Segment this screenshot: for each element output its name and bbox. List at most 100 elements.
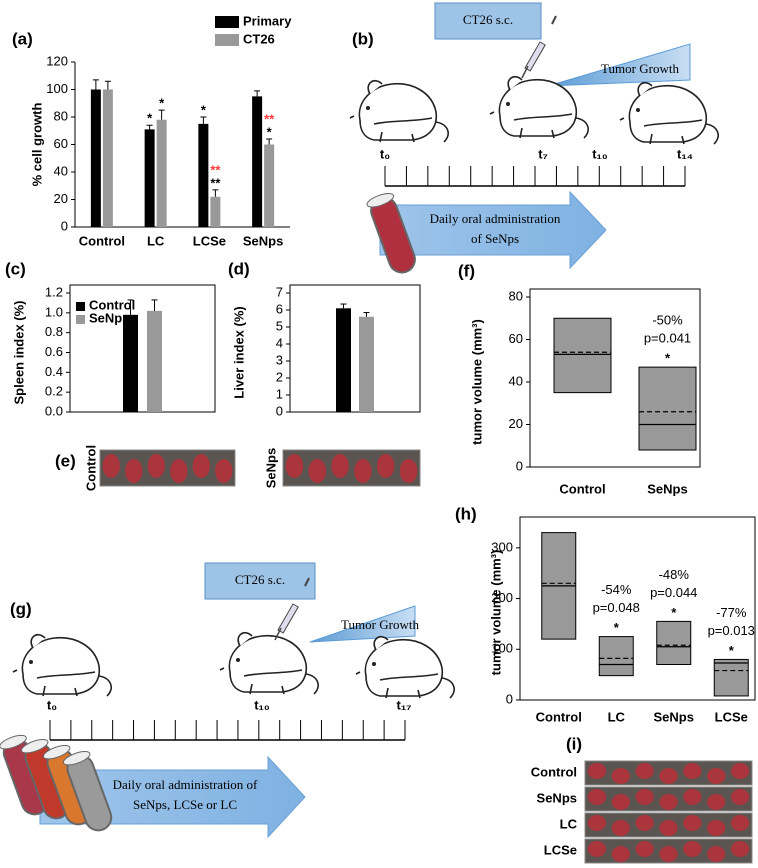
y-tick-label: 3 bbox=[276, 352, 283, 367]
y-axis-label: Spleen index (%) bbox=[11, 300, 26, 404]
growth-wedge bbox=[309, 605, 416, 643]
tumor bbox=[125, 459, 143, 483]
tumor bbox=[331, 454, 349, 478]
change-label: -54% bbox=[601, 582, 632, 597]
legend-swatch bbox=[215, 34, 239, 46]
tumor bbox=[659, 794, 678, 810]
y-tick-label: 80 bbox=[54, 108, 68, 123]
y-tick-label: 1.0 bbox=[45, 304, 63, 319]
y-tick-label: 60 bbox=[509, 331, 523, 346]
injection-box bbox=[204, 562, 316, 600]
panel-label: (b) bbox=[352, 29, 374, 48]
x-tick-label: LCSe bbox=[715, 709, 748, 724]
y-tick-label: 80 bbox=[509, 288, 523, 303]
timeline bbox=[384, 166, 686, 187]
panel-label: (e) bbox=[55, 451, 76, 470]
tumor bbox=[285, 454, 304, 478]
bar bbox=[252, 96, 263, 227]
bar bbox=[144, 129, 155, 227]
y-tick-label: 300 bbox=[491, 539, 513, 554]
tumor bbox=[215, 459, 233, 483]
tumor bbox=[102, 454, 120, 478]
tumor bbox=[170, 459, 188, 483]
bar bbox=[336, 308, 351, 412]
y-tick-label: 7 bbox=[276, 284, 283, 299]
mouse bbox=[355, 635, 455, 699]
timepoint: t₁₇ bbox=[397, 697, 412, 712]
p-value: p=0.041 bbox=[644, 331, 691, 346]
tumor bbox=[587, 815, 607, 831]
panel-label: (a) bbox=[12, 29, 33, 48]
photo-label: SeNps bbox=[263, 448, 278, 488]
y-tick-label: 20 bbox=[54, 191, 68, 206]
bar bbox=[156, 119, 167, 227]
mouse bbox=[619, 81, 719, 145]
treatment-label: Daily oral administration of bbox=[113, 777, 258, 792]
plot-frame bbox=[519, 516, 756, 701]
tumor bbox=[147, 454, 165, 478]
y-tick-label: 0 bbox=[516, 458, 523, 473]
x-tick-label: Control bbox=[79, 233, 125, 248]
tumor bbox=[587, 763, 607, 779]
significance: ** bbox=[264, 111, 275, 126]
panel-label: (c) bbox=[5, 259, 26, 278]
significance: * bbox=[201, 102, 207, 117]
legend-label: Control bbox=[89, 297, 135, 312]
y-tick-label: 60 bbox=[54, 136, 68, 151]
legend-label: Primary bbox=[243, 13, 292, 28]
treatment-label: of SeNps bbox=[471, 231, 519, 246]
y-tick-label: 1.2 bbox=[45, 284, 63, 299]
significance: ** bbox=[210, 175, 221, 190]
tumor bbox=[611, 820, 630, 836]
y-axis-label: Liver index (%) bbox=[231, 306, 246, 398]
x-tick-label: SeNps bbox=[243, 233, 283, 248]
y-tick-label: 40 bbox=[54, 163, 68, 178]
photo-background bbox=[99, 449, 236, 487]
panel-label: (h) bbox=[455, 504, 477, 523]
x-tick-label: SeNps bbox=[654, 709, 694, 724]
photo-label: LCSe bbox=[544, 842, 577, 857]
p-value: p=0.048 bbox=[593, 600, 640, 615]
change-label: -77% bbox=[716, 605, 747, 620]
tumor bbox=[707, 846, 726, 862]
panel-label: (d) bbox=[228, 259, 250, 278]
tumor bbox=[730, 815, 750, 831]
photo-label: Control bbox=[83, 445, 98, 491]
plot-frame bbox=[529, 288, 701, 468]
x-tick-label: LC bbox=[147, 233, 165, 248]
timeline bbox=[49, 720, 406, 741]
tumor bbox=[192, 454, 210, 478]
tumor bbox=[308, 459, 327, 483]
y-tick-label: 1 bbox=[276, 386, 283, 401]
y-tick-label: 2 bbox=[276, 369, 283, 384]
x-tick-label: LC bbox=[608, 709, 626, 724]
tumor bbox=[707, 794, 726, 810]
photo-background bbox=[282, 449, 421, 487]
timepoint: t₀ bbox=[47, 697, 57, 712]
tumor bbox=[683, 789, 702, 805]
bar bbox=[264, 144, 275, 227]
tumor bbox=[635, 763, 654, 779]
x-tick-label: SeNps bbox=[647, 481, 687, 496]
tumor bbox=[683, 763, 702, 779]
tumor bbox=[707, 768, 726, 784]
x-tick-label: LCSe bbox=[193, 233, 226, 248]
mouse bbox=[349, 79, 449, 143]
injection-label: CT26 s.c. bbox=[463, 12, 513, 27]
photo bbox=[99, 449, 421, 487]
significance: * bbox=[159, 96, 165, 111]
tumor bbox=[659, 846, 678, 862]
injection-label: CT26 s.c. bbox=[235, 572, 285, 587]
y-axis-label: tumor volume (mm³) bbox=[488, 550, 503, 676]
box bbox=[638, 366, 697, 451]
plot-frame bbox=[289, 284, 421, 413]
bar bbox=[123, 314, 138, 412]
legend-swatch bbox=[215, 16, 239, 28]
timepoint: t₁₄ bbox=[677, 146, 693, 161]
box bbox=[553, 317, 612, 394]
y-tick-label: 0.6 bbox=[45, 344, 63, 359]
tumor bbox=[399, 459, 418, 483]
legend-label: SeNps bbox=[89, 310, 129, 325]
photo-label: Control bbox=[531, 764, 577, 779]
